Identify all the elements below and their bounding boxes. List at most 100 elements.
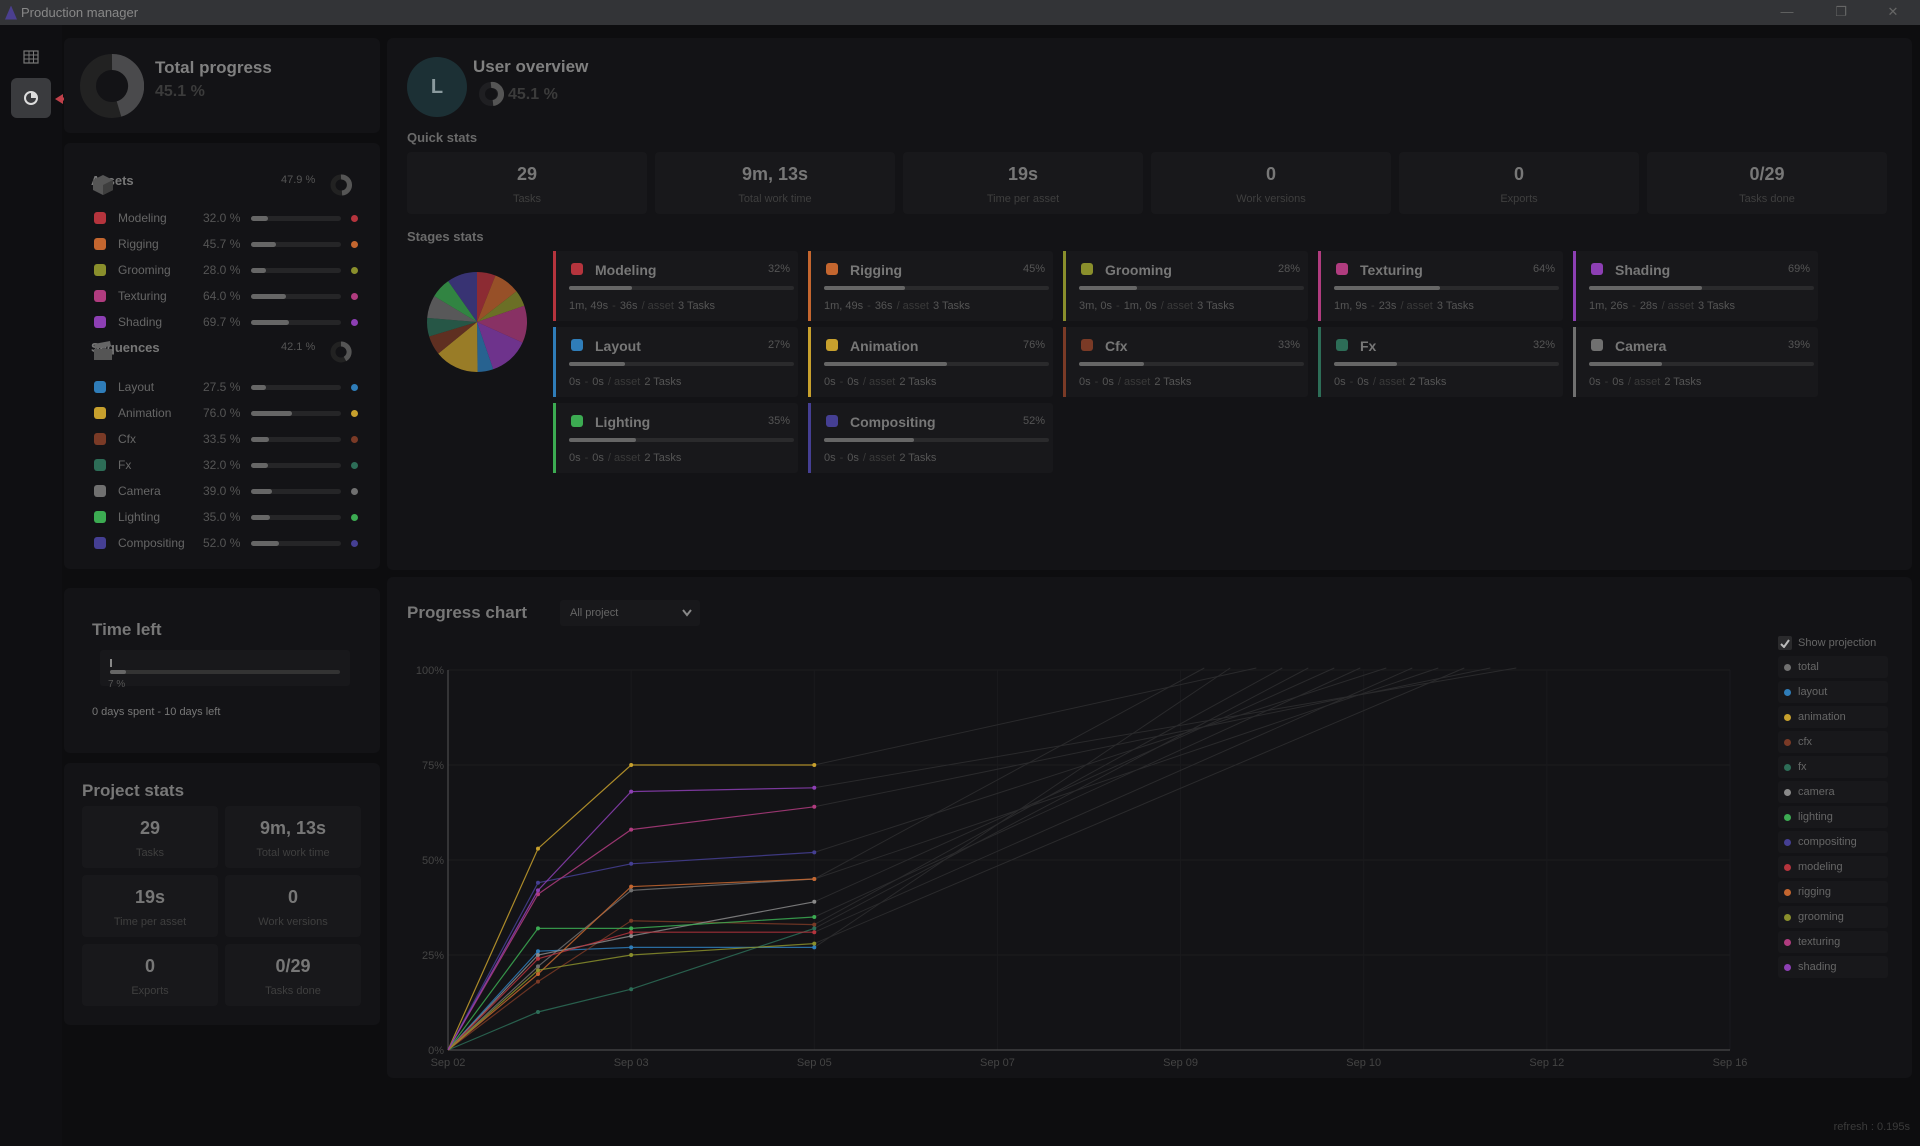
separator: - <box>1349 376 1354 388</box>
stats-view-button[interactable] <box>11 78 51 118</box>
quick-stat-value: 0/29 <box>1749 164 1785 184</box>
quick-stat-card: 29 Tasks <box>407 152 647 214</box>
stage-card-fx[interactable]: Fx 32% 0s -0s / asset 2 Tasks <box>1318 327 1563 397</box>
quick-stat-card: 0 Exports <box>1399 152 1639 214</box>
checkbox-checked-icon[interactable] <box>1778 636 1792 650</box>
stage-card-bar <box>824 438 1049 442</box>
maximize-button[interactable]: ❐ <box>1835 4 1847 19</box>
per-asset-label: / asset <box>896 300 929 312</box>
stage-card-accent <box>808 251 811 321</box>
stage-card-camera[interactable]: Camera 39% 0s -0s / asset 2 Tasks <box>1573 327 1818 397</box>
table-view-button[interactable] <box>11 37 51 77</box>
stage-card-grooming[interactable]: Grooming 28% 3m, 0s -1m, 0s / asset 3 Tasks <box>1063 251 1308 321</box>
stage-row-color-dot <box>351 292 358 300</box>
stage-card-name: Animation <box>850 338 919 354</box>
stage-row-label: Lighting <box>118 510 161 524</box>
time-marker <box>110 659 112 667</box>
stage-card-total-time: 0s <box>824 376 836 388</box>
per-asset-label: / asset <box>641 300 674 312</box>
stage-card-shading[interactable]: Shading 69% 1m, 26s -28s / asset 3 Tasks <box>1573 251 1818 321</box>
stage-card-bar-fill <box>1079 362 1144 366</box>
stage-card-bar <box>824 362 1049 366</box>
legend-color-dot <box>1784 913 1791 921</box>
legend-item-shading[interactable]: shading <box>1778 956 1888 978</box>
stage-card-texturing[interactable]: Texturing 64% 1m, 9s -23s / asset 3 Tasks <box>1318 251 1563 321</box>
legend-item-layout[interactable]: layout <box>1778 681 1888 703</box>
legend-item-camera[interactable]: camera <box>1778 781 1888 803</box>
stage-card-tasks: 2 Tasks <box>1154 376 1192 388</box>
per-asset-label: / asset <box>1160 300 1194 312</box>
stage-card-tasks: 3 Tasks <box>677 300 716 312</box>
stage-row-bar <box>251 410 341 416</box>
stage-card-lighting[interactable]: Lighting 35% 0s -0s / asset 2 Tasks <box>553 403 798 473</box>
legend-item-modeling[interactable]: modeling <box>1778 856 1888 878</box>
x-tick-label: Sep 12 <box>1529 1057 1564 1069</box>
stage-card-tasks: 2 Tasks <box>644 452 682 464</box>
series-point-total <box>536 964 540 969</box>
time-left-pct: 7 % <box>108 679 126 690</box>
stage-card-rigging[interactable]: Rigging 45% 1m, 49s -36s / asset 3 Tasks <box>808 251 1053 321</box>
legend-label: rigging <box>1798 886 1832 898</box>
stage-row-bar <box>251 215 341 221</box>
stage-card-bar-fill <box>824 362 947 366</box>
separator: - <box>584 376 589 388</box>
legend-item-lighting[interactable]: lighting <box>1778 806 1888 828</box>
legend-item-animation[interactable]: animation <box>1778 706 1888 728</box>
stage-card-accent <box>1063 327 1066 397</box>
quick-stat-label: Tasks done <box>1739 193 1795 205</box>
close-button[interactable]: ✕ <box>1887 4 1899 19</box>
quick-stat-label: Total work time <box>738 193 812 205</box>
quick-stat-value: 9m, 13s <box>741 164 809 184</box>
series-point-fx <box>536 1010 540 1014</box>
stage-card-modeling[interactable]: Modeling 32% 1m, 49s -36s / asset 3 Tasks <box>553 251 798 321</box>
legend-item-fx[interactable]: fx <box>1778 756 1888 778</box>
stage-card-bar-fill <box>1589 362 1662 366</box>
projection-line-texturing <box>814 667 1491 808</box>
stage-card-bar <box>1079 362 1304 366</box>
minimize-button[interactable]: — <box>1780 4 1794 19</box>
time-left-bar <box>100 650 350 686</box>
series-point-camera <box>812 899 817 904</box>
show-projection-toggle[interactable]: Show projection <box>1778 634 1888 652</box>
stage-progress-panel: Assets 47.9 % Sequences 42.1 % <box>64 143 380 569</box>
legend-item-cfx[interactable]: cfx <box>1778 731 1888 753</box>
stage-card-tasks: 2 Tasks <box>1664 376 1702 388</box>
series-point-shading <box>536 888 540 893</box>
stage-card-cfx[interactable]: Cfx 33% 0s -0s / asset 2 Tasks <box>1063 327 1308 397</box>
legend-color-dot <box>1784 763 1791 771</box>
stage-row-bar-fill <box>251 293 286 299</box>
animation-icon <box>824 337 840 353</box>
legend-color-dot <box>1784 813 1791 821</box>
x-tick-label: Sep 03 <box>614 1057 649 1069</box>
chart-filter-value: All project <box>570 607 619 619</box>
legend-item-texturing[interactable]: texturing <box>1778 931 1888 953</box>
stage-card-asset-time: 0s <box>847 452 859 464</box>
stage-row-label: Layout <box>118 380 155 394</box>
stage-card-animation[interactable]: Animation 76% 0s -0s / asset 2 Tasks <box>808 327 1053 397</box>
legend-color-dot <box>1784 838 1791 846</box>
legend-item-total[interactable]: total <box>1778 656 1888 678</box>
quick-stat-card: 0/29 Tasks done <box>1647 152 1887 214</box>
stage-card-name: Cfx <box>1105 338 1128 354</box>
separator: - <box>1094 376 1099 388</box>
x-tick-label: Sep 09 <box>1163 1057 1198 1069</box>
legend-item-rigging[interactable]: rigging <box>1778 881 1888 903</box>
series-point-rigging <box>536 972 540 976</box>
stage-card-footer: 1m, 9s -23s / asset 3 Tasks <box>1334 300 1474 312</box>
stage-card-total-time: 0s <box>824 452 836 464</box>
user-avatar[interactable]: L <box>407 57 467 117</box>
stage-card-accent <box>553 327 556 397</box>
stage-row-bar-fill <box>251 488 273 494</box>
stage-card-asset-time: 0s <box>1102 376 1114 388</box>
stage-card-footer: 0s -0s / asset 2 Tasks <box>569 452 681 464</box>
table-icon <box>23 50 39 64</box>
stage-card-compositing[interactable]: Compositing 52% 0s -0s / asset 2 Tasks <box>808 403 1053 473</box>
lighting-icon <box>92 509 108 525</box>
progress-line-chart: 0% 25% 50% 75% 100% Sep 02 Sep 03 Sep 05 Sep 07 S… <box>416 665 1748 1069</box>
legend-label: compositing <box>1798 836 1857 848</box>
legend-item-compositing[interactable]: compositing <box>1778 831 1888 853</box>
legend-item-grooming[interactable]: grooming <box>1778 906 1888 928</box>
pie-slice-texturing <box>477 305 527 343</box>
chart-filter-select[interactable]: All project <box>560 600 700 626</box>
stage-card-layout[interactable]: Layout 27% 0s -0s / asset 2 Tasks <box>553 327 798 397</box>
